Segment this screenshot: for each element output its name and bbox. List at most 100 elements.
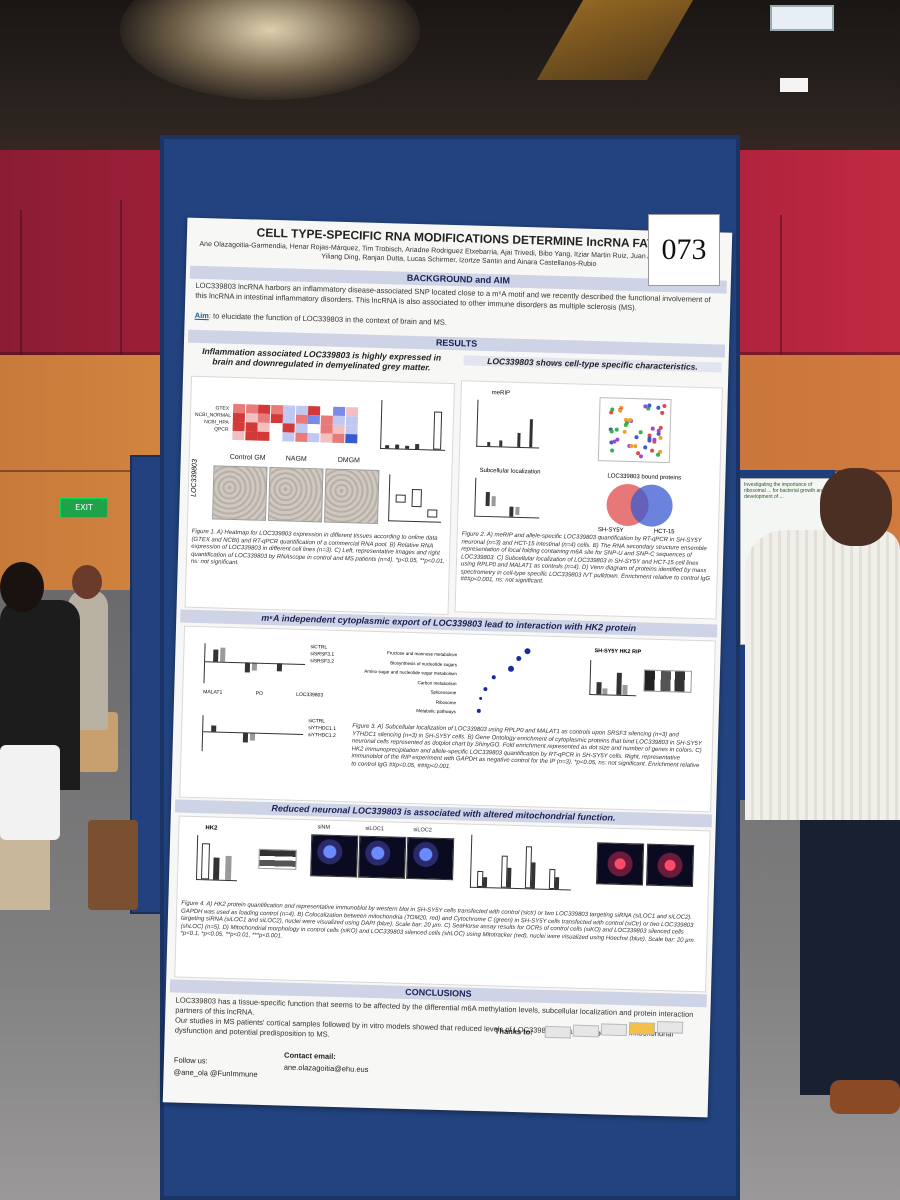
scatter-point (650, 449, 655, 454)
heatmap-cell (332, 433, 345, 444)
scatter-point (647, 438, 652, 443)
person-left-head (0, 562, 44, 612)
fig3a-chart-bottom (201, 715, 304, 754)
white-shopping-bag (0, 745, 60, 840)
scatter-point (655, 452, 660, 458)
poster-number: 073 (661, 233, 707, 266)
scatter-point (609, 429, 615, 434)
fig1-caption: Figure 1. A) Heatmap for LOC339803 expre… (190, 528, 445, 567)
background-poster-title: Investigating the importance of ribosoma… (744, 482, 825, 500)
seahorse-bar (482, 877, 488, 888)
sponsor-logo (600, 1023, 628, 1037)
wall-seam (780, 215, 782, 355)
fig1b-bar (415, 444, 420, 450)
exit-sign: EXIT (60, 498, 108, 518)
scatter-point (639, 453, 644, 459)
hk2-western-blot (258, 848, 297, 870)
scientific-poster: CELL TYPE-SPECIFIC RNA MODIFICATIONS DET… (162, 217, 733, 1118)
scatter-point (611, 439, 617, 444)
fig1-heading: Inflammation associated LOC339803 is hig… (202, 346, 442, 373)
structure-scatter-plot (597, 397, 672, 464)
scatter-point (632, 444, 637, 449)
heatmap-cell (244, 431, 258, 441)
scatter-point (656, 405, 661, 411)
scatter-point (647, 403, 652, 408)
fluoro-label-siloc2: siLOC2 (413, 827, 432, 834)
heatmap-cell (345, 416, 358, 426)
fig3a-legend-item: siSRSF3.2 (310, 658, 335, 665)
heatmap-cell (320, 415, 333, 425)
scatter-point (635, 450, 640, 455)
fig3a-bar (251, 662, 258, 671)
merip-label: meRIP (491, 390, 511, 397)
fig1c-box (395, 494, 406, 503)
bag-on-floor (88, 820, 138, 910)
fig3a-xlabel: PO (255, 690, 263, 697)
heatmap-cell (245, 413, 258, 423)
ceiling-lamp (770, 5, 834, 31)
heatmap-cell (232, 412, 246, 423)
heatmap-cell (245, 422, 258, 432)
scatter-point (614, 427, 619, 432)
subcellular-bar (485, 492, 490, 507)
wall-seam (120, 200, 122, 355)
fig3a-xlabels: MALAT1 PO LOC339803 (203, 689, 323, 698)
merip-bar (487, 442, 491, 447)
hk2-quant-chart (195, 835, 239, 882)
scatter-point (615, 437, 620, 442)
merip-bar (529, 419, 533, 448)
poster-number-tag: 073 (648, 214, 720, 286)
go-dot (507, 665, 515, 672)
contact-email: ane.olazagoitia@ehu.eus (283, 1062, 369, 1074)
heatmap-cell (345, 407, 358, 417)
heatmap-cell (257, 413, 271, 423)
heatmap-row-label: QPCR (214, 426, 229, 433)
heatmap (232, 403, 359, 444)
micro-row-label: LOC339803 (190, 459, 199, 497)
fluoro-label-siloc1: siLOC1 (365, 825, 384, 833)
heatmap-cell (319, 433, 332, 443)
go-dot (524, 648, 531, 655)
heatmap-cell (307, 415, 320, 425)
scatter-point (652, 437, 657, 442)
hk2-quant-bar (212, 857, 220, 880)
fig1b-bar (395, 444, 400, 449)
scatter-point (643, 445, 648, 450)
seahorse-chart (469, 834, 573, 891)
figure-1: GTEX NCBI_NORMAL NCBI_HPA QPCR Control G… (184, 375, 455, 616)
fig3a-bar (220, 647, 226, 662)
heatmap-cell (257, 431, 270, 441)
heatmap-cell (270, 422, 283, 433)
subcellular-label: Subcellular localization (479, 467, 541, 476)
heatmap-cell (295, 414, 308, 424)
heatmap-cell (245, 404, 258, 414)
subcellular-bar (509, 506, 514, 517)
follow-label: Follow us: (173, 1055, 208, 1066)
hk2-rip-bar (602, 688, 608, 695)
micro-label-nagm: NAGM (285, 455, 307, 463)
social-handles: @ane_ola @FunImmune (173, 1067, 258, 1079)
fluorescence-image-sinm (310, 834, 359, 878)
hk2-rip-bar (596, 682, 602, 695)
heatmap-cell (295, 405, 308, 415)
go-dot (479, 696, 483, 700)
scatter-point (622, 429, 627, 434)
hk2-rip-chart (589, 659, 638, 697)
seahorse-bar (554, 877, 560, 890)
fig2-heading: LOC339803 shows cell-type specific chara… (463, 355, 722, 373)
fig1b-bar (385, 445, 390, 449)
go-dot (491, 675, 496, 680)
go-dot (516, 655, 522, 662)
subcellular-chart (474, 477, 541, 519)
heatmap-cell (307, 424, 320, 434)
heatmap-cell (270, 404, 283, 415)
heatmap-cell (283, 405, 296, 415)
aim-label: Aim (194, 310, 210, 321)
heatmap-cell (258, 404, 271, 414)
go-dot (476, 708, 481, 713)
venn-circle-hct15 (630, 484, 674, 528)
micro-label-control: Control GM (229, 453, 266, 462)
fig3a-legend: siCTRL siSRSF3.1 siSRSF3.2 (310, 644, 334, 666)
fig3-caption: Figure 3. A) Subcellular localization of… (351, 723, 702, 770)
fig3a-legend-2: siCTRL siYTHDC1.1 siYTHDC1.2 (308, 718, 336, 740)
